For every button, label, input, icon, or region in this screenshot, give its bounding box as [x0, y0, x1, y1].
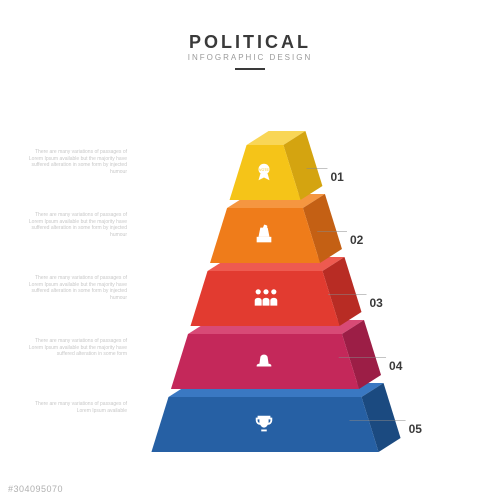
watermark: #304095070: [8, 484, 63, 494]
badge-icon: VOTE: [253, 161, 275, 188]
layer-description: There are many variations of passages of…: [22, 149, 127, 175]
svg-text:VOTE: VOTE: [259, 168, 270, 172]
